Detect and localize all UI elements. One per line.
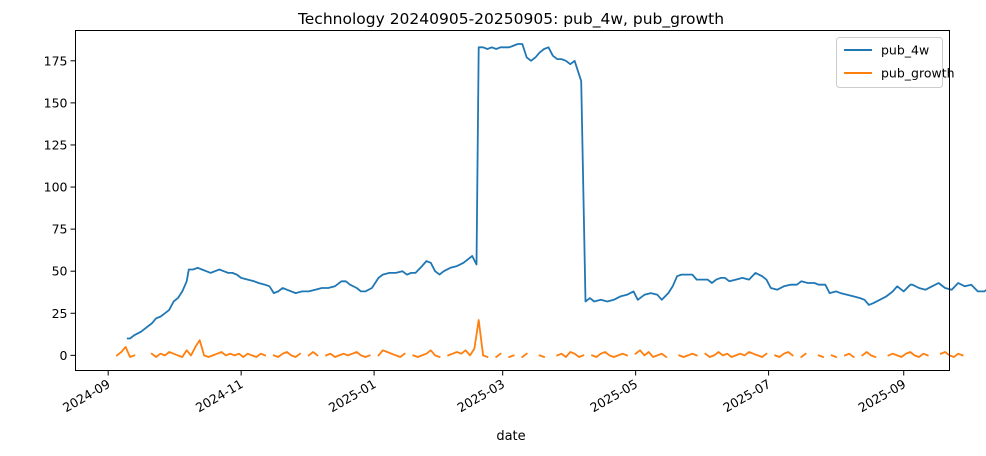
series-line-pub-growth-segment-9 (496, 354, 500, 357)
chart-title: Technology 20240905-20250905: pub_4w, pu… (297, 10, 724, 29)
series-line-pub-growth-segment-17 (705, 352, 766, 357)
series-line-pub-growth-segment-4 (309, 352, 318, 355)
series-line-pub-growth-segment-2 (152, 340, 265, 357)
series-line-pub-growth-segment-8 (448, 320, 487, 357)
y-tick-label: 50 (52, 264, 68, 279)
series-line-pub-growth-segment-25 (941, 352, 963, 357)
series-line-pub-growth-segment-21 (832, 355, 836, 357)
legend-label-pub-4w: pub_4w (881, 43, 929, 58)
x-tick-label: 2025-01 (326, 376, 379, 415)
series-line-pub-growth-segment-23 (862, 352, 875, 357)
series-line-pub-growth-segment-0 (117, 347, 134, 357)
x-tick-label: 2025-07 (720, 376, 773, 415)
y-tick-label: 75 (52, 222, 68, 237)
series-line-pub-growth-segment-24 (889, 352, 928, 357)
series-line-pub-growth-segment-10 (509, 355, 513, 357)
x-tick-label: 2025-05 (587, 376, 640, 415)
series-line-pub-growth-segment-20 (819, 355, 823, 357)
series-line-pub-growth-segment-15 (636, 350, 667, 357)
x-tick-label: 2025-09 (855, 376, 908, 415)
series-line-pub-growth-segment-13 (557, 352, 583, 357)
series-line-pub-growth-segment-7 (413, 350, 439, 357)
series-line-pub-growth-segment-11 (522, 354, 526, 357)
x-axis-ticks: 2024-09 2024-11 2025-01 2025-03 2025-05 2025-… (60, 371, 908, 416)
x-tick-label: 2024-11 (193, 376, 246, 415)
series-line-pub-growth-segment-6 (379, 350, 405, 357)
series-line-pub-growth-segment-5 (326, 352, 370, 357)
series-line-pub-growth-segment-22 (845, 354, 854, 357)
y-tick-label: 125 (44, 137, 68, 152)
x-tick-label: 2025-03 (454, 376, 507, 415)
y-tick-label: 0 (60, 348, 68, 363)
y-tick-label: 150 (44, 95, 68, 110)
y-axis-ticks: 0 25 50 75 100 125 150 175 (44, 53, 76, 363)
series-layer (117, 44, 986, 357)
y-tick-label: 100 (44, 180, 68, 195)
y-tick-label: 175 (44, 53, 68, 68)
y-tick-label: 25 (52, 306, 68, 321)
series-line-pub-growth-segment-19 (801, 354, 805, 357)
legend: pub_4w pub_growth (837, 38, 955, 88)
series-line-pub-growth-segment-14 (592, 352, 627, 357)
series-line-pub-growth-segment-12 (540, 355, 544, 357)
legend-label-pub-growth: pub_growth (881, 66, 955, 81)
x-axis-label: date (496, 429, 525, 444)
series-line-pub-4w (128, 44, 986, 339)
series-line-pub-growth-segment-18 (775, 352, 793, 357)
series-line-pub-growth-segment-16 (679, 354, 697, 357)
series-line-pub-growth-segment-3 (274, 352, 300, 357)
x-tick-label: 2024-09 (60, 376, 113, 415)
axes-frame (76, 31, 950, 371)
